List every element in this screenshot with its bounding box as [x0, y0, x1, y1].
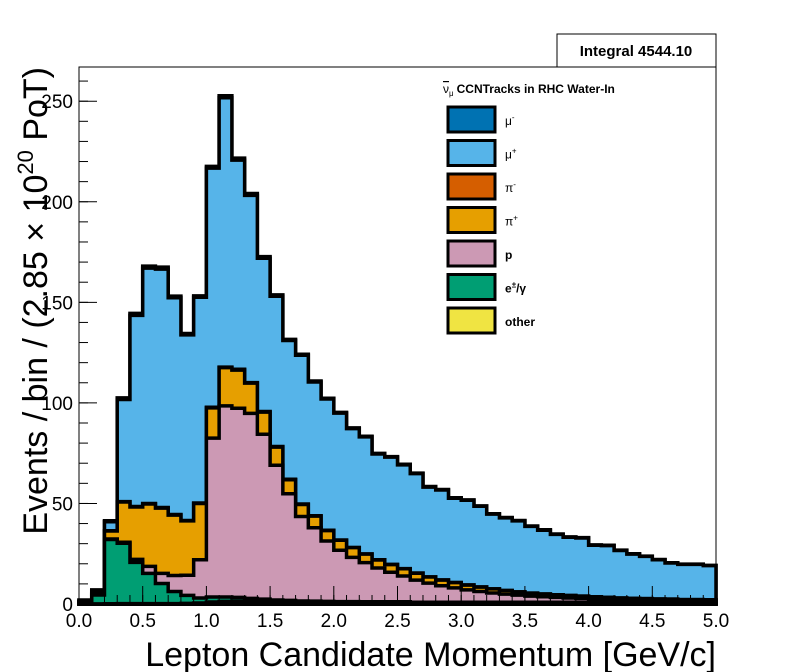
stats-box: Integral 4544.10 [556, 33, 717, 68]
x-axis: 0.0 0.5 1.0 1.5 2.0 2.5 3.0 3.5 4.0 4.5 5.0 [66, 586, 729, 632]
legend-swatch-3-- [446, 206, 497, 234]
legend-swatch-0-- [446, 105, 497, 134]
legend-label-5-e-: e±/γ [505, 281, 526, 296]
y-tick-label: 0 [62, 595, 73, 616]
y-tick-label: 50 [52, 494, 73, 515]
x-tick-label: 3.5 [512, 611, 538, 632]
x-tick-label: 2.5 [384, 611, 410, 632]
legend-label-2--: π- [505, 180, 516, 195]
legend-entries: μ-μ+ π-π+ p e±/γ other [446, 105, 535, 335]
x-tick-label: 4.0 [575, 611, 601, 632]
y-tick-label: 200 [41, 193, 73, 214]
legend-label-0--: μ- [505, 113, 515, 128]
legend: νμ CCNTracks in RHC Water-In μ-μ+ π-π+ p e±/… [443, 82, 615, 335]
y-axis-title: Events / bin / (2.85 × 1020 PoT) [13, 67, 55, 535]
legend-label-1--: μ+ [505, 147, 517, 162]
stats-integral-text: Integral 4544.10 [580, 43, 693, 60]
legend-title-text: CCNTracks in RHC Water-In [457, 82, 615, 96]
y-axis: 0 50 100 150 200 250 [41, 80, 97, 616]
legend-title-symbol: ν [443, 82, 449, 96]
legend-swatch-6-other [446, 306, 497, 335]
y-axis-title-main: Events / bin / (2.85 × 10 [17, 175, 55, 535]
legend-title-subscript: μ [449, 89, 454, 98]
x-tick-label: 5.0 [703, 611, 729, 632]
x-tick-label: 2.0 [321, 611, 347, 632]
x-tick-label: 1.5 [257, 611, 283, 632]
y-tick-label: 250 [41, 92, 73, 113]
x-tick-label: 1.0 [193, 611, 219, 632]
y-tick-label: 100 [41, 394, 73, 415]
x-tick-label: 0.0 [66, 611, 92, 632]
legend-title: νμ CCNTracks in RHC Water-In [443, 82, 615, 98]
x-tick-label: 0.5 [129, 611, 155, 632]
y-axis-title-unit: PoT) [17, 67, 55, 150]
legend-label-4-p: p [505, 248, 512, 262]
y-axis-title-exponent: 20 [13, 150, 38, 174]
legend-swatch-4-p [446, 239, 497, 268]
legend-label-3--: π+ [505, 214, 518, 229]
x-axis-title: Lepton Candidate Momentum [GeV/c] [145, 636, 716, 672]
y-tick-label: 150 [41, 293, 73, 314]
x-tick-label: 3.0 [448, 611, 474, 632]
legend-label-6-other: other [505, 315, 535, 329]
legend-swatch-5-e- [446, 273, 497, 301]
legend-swatch-2-- [446, 172, 497, 201]
x-tick-label: 4.5 [639, 611, 665, 632]
legend-swatch-1-- [446, 139, 497, 167]
stats-box-frame [556, 33, 717, 68]
